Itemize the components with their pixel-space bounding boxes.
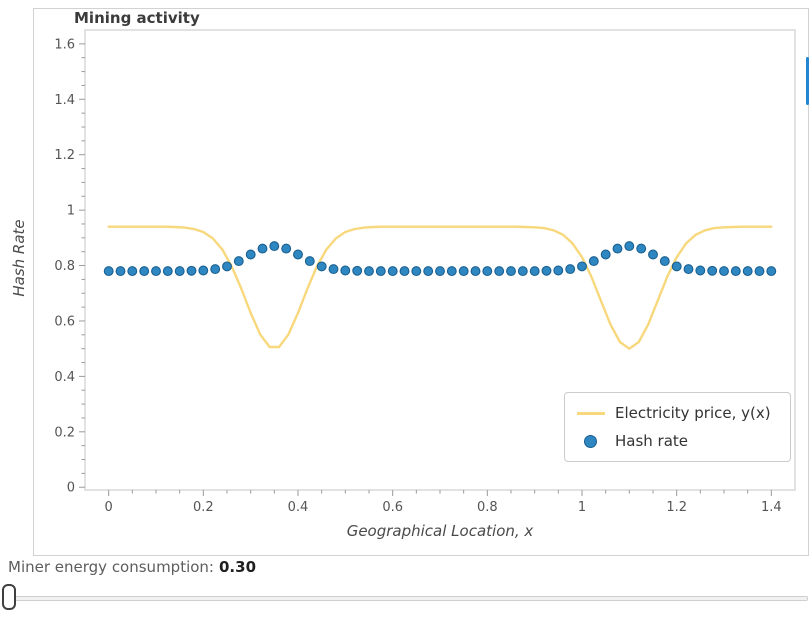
legend-item-electricity-price: Electricity price, y(x)	[577, 404, 778, 422]
legend: Electricity price, y(x) Hash rate	[564, 392, 791, 462]
energy-slider-track[interactable]	[2, 596, 808, 601]
legend-label-hash-rate: Hash rate	[615, 432, 689, 450]
electricity-line-swatch	[577, 411, 605, 415]
hash-rate-marker-swatch	[584, 434, 597, 448]
y-axis-label: Hash Rate	[10, 219, 28, 297]
legend-label-electricity-price: Electricity price, y(x)	[615, 404, 771, 422]
chart-title: Mining activity	[74, 9, 200, 27]
right-edge-scrollbar-thumb[interactable]	[806, 57, 809, 105]
consumption-readout: Miner energy consumption: 0.30	[8, 558, 256, 576]
energy-slider[interactable]	[1, 584, 809, 612]
energy-slider-handle[interactable]	[2, 584, 16, 610]
consumption-value: 0.30	[219, 558, 257, 576]
figure-frame	[33, 8, 809, 556]
consumption-label: Miner energy consumption:	[8, 558, 214, 576]
legend-item-hash-rate: Hash rate	[577, 432, 778, 450]
x-axis-label: Geographical Location, x	[346, 522, 534, 540]
